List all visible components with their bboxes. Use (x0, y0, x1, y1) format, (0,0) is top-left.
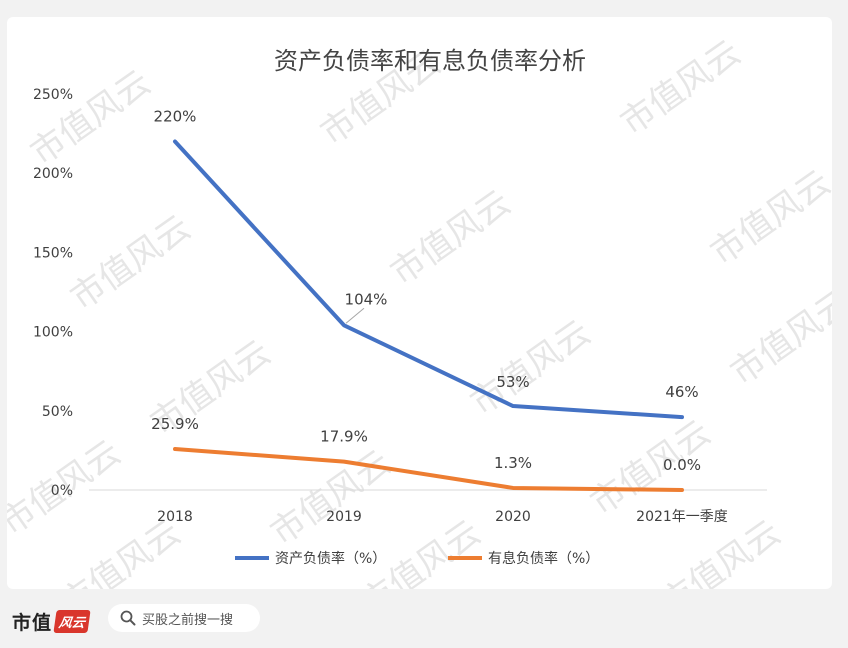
x-tick-label: 2020 (495, 509, 531, 525)
series-line (173, 139, 684, 420)
chart-card: 市值风云 市值风云 市值风云 市值风云 市值风云 市值风云 市值风云 市值风云 市值风云 市值风云… (7, 17, 832, 589)
data-label: 0.0% (663, 456, 701, 474)
y-tick-label: 250% (33, 87, 73, 103)
watermark-text: 市值风云 (64, 208, 198, 319)
watermark-text: 市值风云 (614, 33, 748, 144)
series-line (173, 446, 684, 492)
legend-label: 资产负债率（%） (275, 550, 386, 567)
data-label: 53% (496, 373, 529, 391)
label-leader-line (345, 307, 365, 324)
footer-bar: 市值 风云 买股之前搜一搜 (0, 596, 848, 648)
x-tick-label: 2019 (326, 509, 362, 525)
y-tick-label: 200% (33, 166, 73, 182)
y-tick-label: 50% (42, 404, 73, 420)
legend-label: 有息负债率（%） (488, 550, 599, 567)
y-tick-label: 100% (33, 325, 73, 341)
watermark-text: 市值风云 (724, 283, 832, 394)
watermark-text: 市值风云 (384, 183, 518, 294)
data-label: 1.3% (494, 454, 532, 472)
search-placeholder: 买股之前搜一搜 (142, 612, 234, 628)
search-icon (120, 610, 136, 626)
x-tick-label: 2021年一季度 (636, 509, 728, 525)
data-label: 220% (154, 108, 197, 126)
brand-mark: 风云 (53, 609, 91, 633)
watermark-text: 市值风云 (24, 63, 158, 174)
data-label: 17.9% (320, 428, 368, 446)
chart-title: 资产负债率和有息负债率分析 (274, 47, 586, 75)
brand-name: 市值 (12, 611, 53, 634)
data-label: 104% (345, 290, 388, 308)
search-bar[interactable]: 买股之前搜一搜 (108, 604, 260, 632)
y-tick-label: 150% (33, 245, 73, 261)
y-tick-label: 0% (51, 483, 73, 499)
data-label: 25.9% (151, 415, 199, 433)
watermark-text: 市值风云 (704, 163, 832, 274)
brand-logo[interactable]: 市值 风云 (12, 608, 91, 634)
x-tick-label: 2018 (157, 509, 193, 525)
data-label: 46% (665, 383, 698, 401)
